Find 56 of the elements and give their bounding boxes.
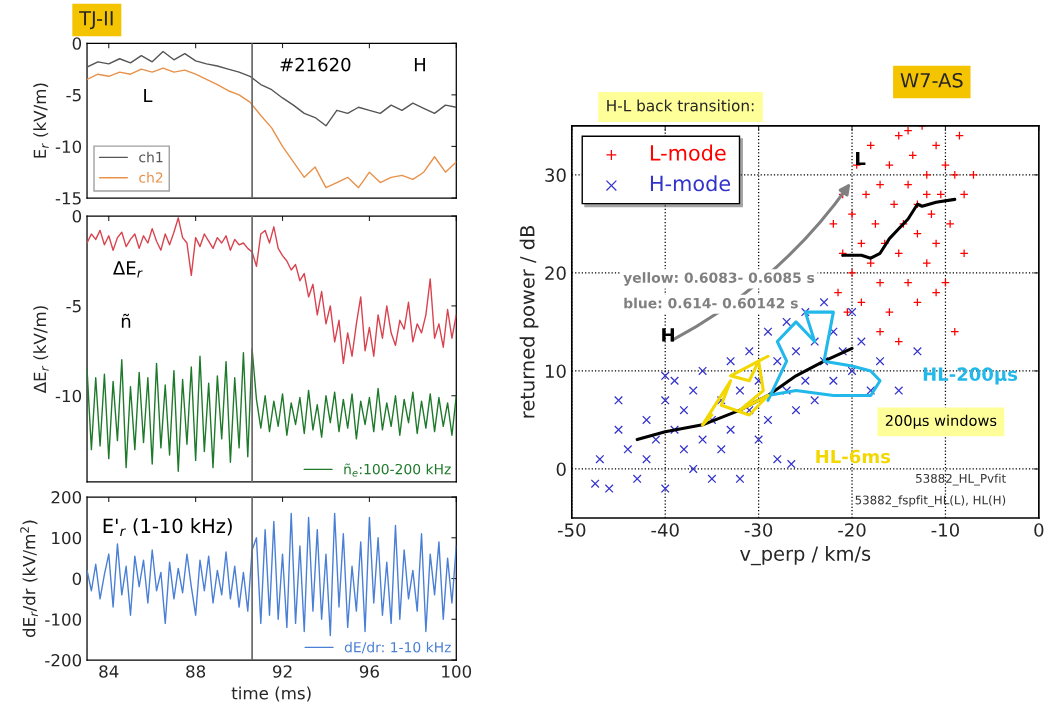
- annotation: 200µs windows: [885, 414, 997, 429]
- x-tick-label: -40: [651, 523, 679, 537]
- y-tick-label: -10: [55, 140, 82, 153]
- x-axis-title: v_perp / km/s: [740, 545, 871, 566]
- y-tick-label: 30: [545, 168, 566, 182]
- legend-label: L-mode: [650, 144, 726, 161]
- text: HL-200µs: [923, 367, 1018, 385]
- y-tick-label: 200: [51, 490, 82, 504]
- legend-label: ch2: [139, 172, 163, 183]
- annotation: #21620: [280, 57, 351, 72]
- legend-label: H-mode: [650, 175, 731, 192]
- y-tick-label: 20: [545, 266, 566, 281]
- y-tick-label: 10: [545, 364, 566, 379]
- y-axis-title: dE$_{r}$/dr (kV/m$^{2}$): [20, 520, 38, 638]
- x-tick-label: 0: [1034, 523, 1044, 537]
- annotation: L: [144, 88, 153, 103]
- legend-label: dE/dr: 1-10 kHz: [344, 641, 451, 654]
- x-tick-label: 100: [442, 665, 472, 678]
- y-tick-label: -5: [66, 300, 81, 313]
- y-tick-label: -5: [66, 89, 81, 102]
- x-tick-label: -20: [838, 523, 866, 537]
- annotation: E'$_{r}$ (1-10 kHz): [103, 518, 232, 537]
- x-tick-label: 84: [99, 665, 119, 678]
- y-tick-label: -200: [45, 653, 82, 667]
- x-tick-label: -30: [744, 523, 773, 537]
- y-tick-label: -100: [45, 613, 82, 626]
- annotation: ñ: [121, 313, 131, 328]
- y-tick-label: 0: [72, 572, 82, 586]
- x-tick-label: 88: [186, 665, 206, 678]
- x-tick-label: 96: [359, 665, 379, 678]
- legend-label: ñ$_{e}$:100-200 kHz: [344, 463, 451, 477]
- y-tick-label: -15: [55, 192, 81, 205]
- y-tick-label: 0: [72, 210, 82, 223]
- annotation: yellow: 0.6083- 0.6085 s: [623, 272, 815, 286]
- x-tick-label: 92: [272, 665, 292, 678]
- x-axis-title: time (ms): [231, 686, 311, 702]
- annotation: L: [856, 151, 866, 166]
- y-axis-title: E$_{r}$ (kV/m): [33, 83, 49, 158]
- annotation: 53882_fspfit_HL(L), HL(H): [855, 495, 1006, 508]
- y-axis-title: ΔE$_{r}$ (kV/m): [33, 306, 49, 394]
- annotation: blue: 0.614- 0.60142 s: [624, 297, 798, 309]
- chart-subtitle: H-L back transition:: [607, 99, 754, 112]
- chart-title: W7-AS: [900, 72, 963, 88]
- chart-title: TJ-II: [79, 11, 113, 30]
- y-axis-title: returned power / dB: [519, 225, 539, 418]
- y-tick-label: 0: [556, 462, 566, 477]
- annotation: H: [662, 328, 674, 342]
- annotation: H: [414, 57, 425, 72]
- y-tick-label: 0: [72, 37, 82, 50]
- text: HL-6ms: [816, 449, 891, 464]
- annotation: 53882_HL_Pvfit: [916, 473, 1006, 486]
- annotation: ΔE$_{r}$: [113, 261, 143, 278]
- y-tick-label: -10: [55, 389, 82, 403]
- legend-label: ch1: [139, 151, 163, 163]
- x-tick-label: -10: [931, 523, 959, 537]
- x-tick-label: -50: [557, 523, 586, 537]
